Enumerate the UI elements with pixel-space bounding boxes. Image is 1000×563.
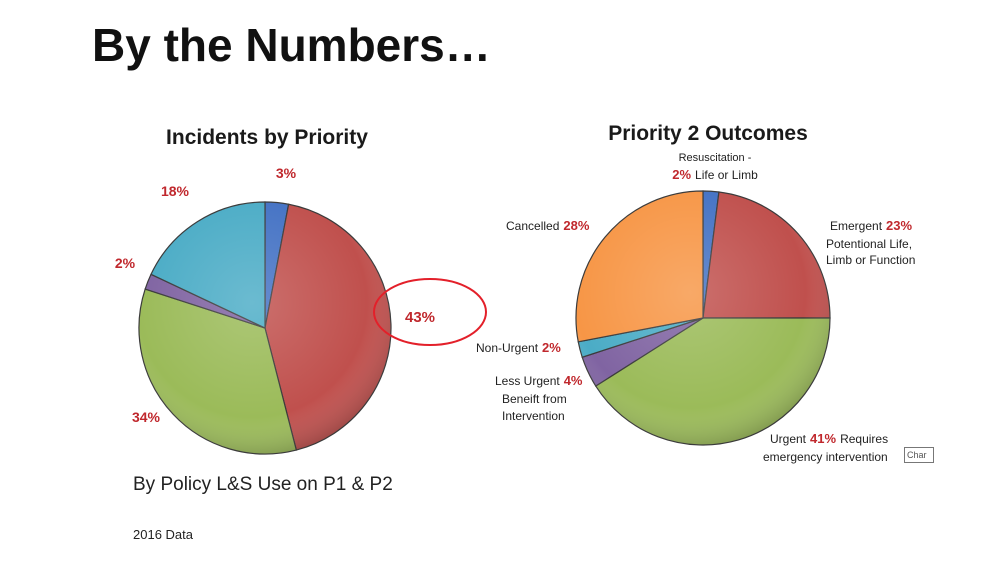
slice-label-3: 3% bbox=[276, 165, 297, 181]
incidents-by-priority-chart: Incidents by Priority 3% 43% 34% 2% 18% bbox=[100, 112, 500, 462]
svg-text:Beneift from: Beneift from bbox=[502, 392, 567, 406]
chart2-slice-1 bbox=[702, 191, 831, 319]
label-urgent: Urgent 41% Requires emergency intervention bbox=[763, 431, 888, 464]
slice-label-43: 43% bbox=[405, 309, 435, 326]
chart2-slice-5 bbox=[575, 190, 704, 343]
svg-text:Resuscitation -: Resuscitation - bbox=[679, 152, 752, 164]
priority-2-outcomes-chart: Priority 2 Outcomes Resuscitation - 2% Li… bbox=[470, 112, 940, 472]
chart1-slices bbox=[138, 201, 392, 455]
svg-text:2%Life or Limb: 2% Life or Limb bbox=[672, 167, 758, 182]
slide-title: By the Numbers… bbox=[92, 19, 491, 71]
svg-text:Potentional Life,: Potentional Life, bbox=[826, 237, 912, 251]
slice-label-34: 34% bbox=[132, 409, 161, 425]
label-cancelled: Cancelled 28% bbox=[506, 218, 590, 233]
data-year: 2016 Data bbox=[133, 527, 193, 542]
label-non-urgent: Non-Urgent 2% bbox=[476, 340, 561, 355]
chart2-title: Priority 2 Outcomes bbox=[608, 122, 808, 145]
label-resuscitation: Resuscitation - 2% Life or Limb bbox=[672, 152, 758, 182]
chart1-title: Incidents by Priority bbox=[166, 126, 368, 149]
svg-text:emergency intervention: emergency intervention bbox=[763, 450, 888, 464]
svg-text:Limb or Function: Limb or Function bbox=[826, 253, 915, 267]
label-emergent: Emergent 23% Potentional Life, Limb or Fu… bbox=[826, 218, 915, 267]
chart2-slices bbox=[575, 190, 831, 446]
slice-label-18: 18% bbox=[161, 183, 190, 199]
label-less-urgent: Less Urgent 4% Beneift from Intervention bbox=[495, 373, 583, 423]
slice-label-2: 2% bbox=[115, 255, 136, 271]
highlight-circle bbox=[373, 278, 487, 346]
chart-tooltip-tab[interactable]: Char bbox=[904, 447, 934, 463]
footnote: By Policy L&S Use on P1 & P2 bbox=[133, 474, 393, 495]
svg-text:Intervention: Intervention bbox=[502, 409, 565, 423]
